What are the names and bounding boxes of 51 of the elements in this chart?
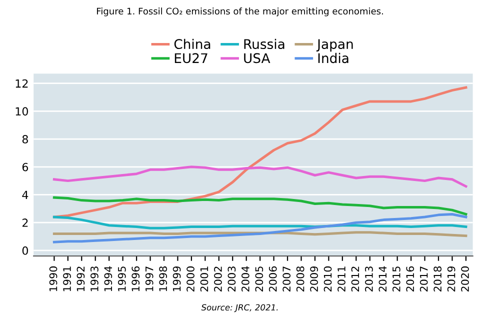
legend-label: Russia <box>244 38 284 50</box>
y-tick-label: 4 <box>22 190 28 199</box>
x-tick-label: 1995 <box>118 266 126 292</box>
line-series <box>52 166 468 188</box>
y-tick-label: 12 <box>16 79 28 88</box>
line-series <box>52 86 468 218</box>
x-tick-label: 1990 <box>49 266 58 292</box>
x-tick-label: 2020 <box>461 266 469 292</box>
legend-label: China <box>174 38 210 50</box>
x-tick-label: 2017 <box>420 266 428 292</box>
y-tick-label: 2 <box>22 218 28 227</box>
x-tick-label: 2004 <box>241 266 250 292</box>
x-tick-label: 2000 <box>186 266 194 292</box>
x-tick-label: 1992 <box>76 266 85 292</box>
y-tick-label: 6 <box>22 162 28 172</box>
y-tick-label: 0 <box>22 246 28 255</box>
legend-label: EU27 <box>174 53 208 64</box>
source-note: Source: JRC, 2021. <box>201 304 278 312</box>
x-tick-label: 2013 <box>365 266 373 292</box>
x-tick-label: 2015 <box>392 266 400 292</box>
x-tick-label: 2006 <box>268 266 277 292</box>
x-tick-label: 1996 <box>132 266 140 292</box>
x-tick-label: 2014 <box>378 266 387 292</box>
x-tick-label: 1993 <box>90 266 98 292</box>
x-tick-label: 2007 <box>282 266 291 292</box>
chart-title: Figure 1. Fossil CO₂ emissions of the major emitting economies. <box>97 8 383 16</box>
x-tick-label: 2005 <box>255 266 264 292</box>
y-tick-label: 10 <box>16 107 28 116</box>
x-tick-label: 2018 <box>434 266 442 292</box>
x-tick-label: 2010 <box>324 266 332 292</box>
x-tick-label: 1997 <box>145 266 154 292</box>
x-tick-label: 2019 <box>447 266 456 292</box>
legend-label: USA <box>244 53 270 64</box>
x-tick-label: 2011 <box>338 266 346 292</box>
x-tick-label: 2002 <box>214 266 222 292</box>
x-tick-label: 2009 <box>310 266 318 292</box>
x-tick-label: 2016 <box>406 266 414 292</box>
x-tick-label: 2012 <box>351 266 360 292</box>
x-tick-label: 2001 <box>200 266 208 292</box>
x-tick-label: 1998 <box>159 266 168 292</box>
x-tick-label: 1999 <box>172 266 181 292</box>
legend-label: Japan <box>316 39 353 52</box>
legend-label: India <box>318 52 348 64</box>
y-tick-label: 8 <box>22 135 28 144</box>
x-tick-label: 1991 <box>63 266 71 292</box>
line-series <box>52 216 468 230</box>
line-series <box>52 212 468 244</box>
line-series <box>52 196 468 216</box>
x-tick-label: 1994 <box>104 266 112 292</box>
x-tick-label: 2003 <box>228 266 236 292</box>
x-tick-label: 2008 <box>296 266 304 292</box>
